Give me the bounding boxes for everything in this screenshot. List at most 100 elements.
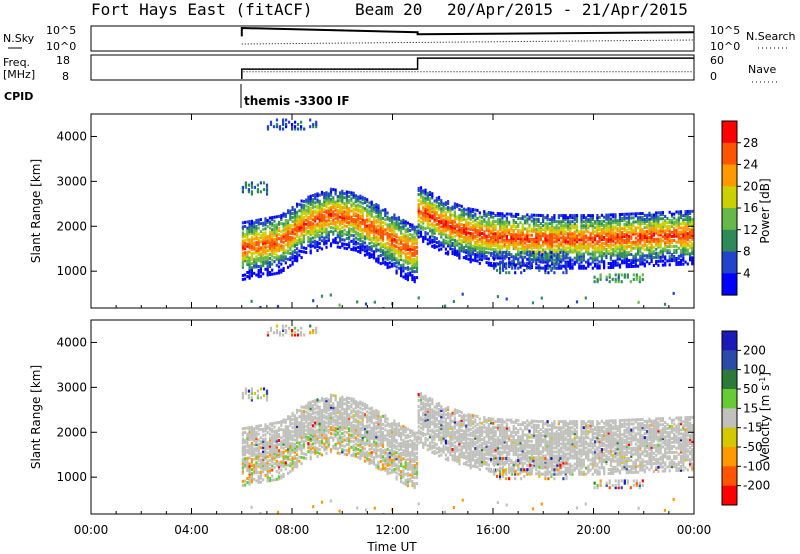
power-cell <box>474 222 477 226</box>
power-cell <box>553 250 556 254</box>
power-cell <box>426 218 429 222</box>
power-cell <box>682 252 685 256</box>
power-cell <box>411 243 414 247</box>
power-cell <box>456 249 459 253</box>
power-cell <box>562 214 565 218</box>
power-cell <box>517 217 520 220</box>
power-cell <box>253 247 256 251</box>
power-cell <box>248 242 251 246</box>
power-cell <box>334 212 337 216</box>
power-cell <box>388 255 391 259</box>
power-cell <box>503 240 506 244</box>
power-cell <box>246 271 249 274</box>
power-cell <box>241 243 244 247</box>
velocity-cell <box>300 439 303 443</box>
power-cell <box>600 230 603 233</box>
power-cell <box>487 223 490 227</box>
power-cell <box>555 220 558 224</box>
power-cell <box>499 252 502 256</box>
power-cell <box>657 251 660 255</box>
power-cell <box>508 220 511 224</box>
power-cell <box>562 230 565 234</box>
power-cell <box>377 208 380 212</box>
power-cell <box>657 229 660 233</box>
power-cell <box>352 211 355 215</box>
power-cell <box>494 250 497 254</box>
power-cell <box>273 272 276 276</box>
power-cell <box>289 248 292 251</box>
velocity-cell <box>307 417 310 421</box>
power-cell <box>323 240 326 244</box>
power-cell <box>594 246 597 250</box>
power-cell <box>675 232 678 236</box>
power-cell <box>311 240 314 244</box>
power-cell <box>652 239 655 243</box>
power-cell <box>505 246 508 250</box>
power-cell <box>433 207 436 211</box>
power-cell <box>404 260 407 264</box>
power-cell <box>404 238 407 242</box>
power-cell <box>284 225 287 228</box>
power-cell <box>508 222 511 226</box>
velocity-cell <box>246 426 249 430</box>
power-cell <box>363 225 367 229</box>
power-cell <box>471 238 475 242</box>
power-cell <box>546 238 549 242</box>
power-cell <box>639 242 642 246</box>
power-cell <box>539 222 542 226</box>
power-cell <box>501 240 504 244</box>
velocity-cell <box>307 407 310 411</box>
velocity-cell <box>316 428 319 432</box>
power-cell <box>325 223 328 227</box>
power-cell <box>440 207 443 211</box>
power-cell <box>397 216 400 220</box>
power-cell <box>551 232 554 236</box>
velocity-cell <box>311 434 314 438</box>
power-cell <box>449 233 452 237</box>
power-cell <box>309 217 312 221</box>
power-cell <box>318 246 321 250</box>
power-cell <box>262 227 265 231</box>
power-cell <box>332 214 335 218</box>
power-cell <box>632 258 635 262</box>
power-cell <box>542 228 545 232</box>
velocity-cell <box>241 453 244 457</box>
power-cell <box>535 234 538 237</box>
power-cell <box>621 237 624 241</box>
power-cell <box>453 242 456 246</box>
power-cell <box>512 261 515 265</box>
power-cell <box>284 233 287 236</box>
velocity-cell <box>241 445 244 449</box>
power-cell <box>668 224 671 228</box>
power-cell <box>250 244 253 247</box>
power-cell <box>625 255 628 259</box>
power-cell <box>635 275 638 279</box>
power-cell <box>546 234 549 238</box>
power-cell <box>354 204 357 208</box>
power-cell <box>596 228 599 232</box>
power-cell <box>499 228 502 232</box>
velocity-cell <box>264 467 267 471</box>
power-cell <box>675 230 678 234</box>
power-cell <box>691 221 694 225</box>
power-cell <box>307 197 310 201</box>
power-cell <box>329 205 333 209</box>
power-cell <box>679 252 683 256</box>
power-cell <box>632 277 635 281</box>
power-cell <box>641 252 644 256</box>
power-cell <box>323 210 326 214</box>
power-cell <box>530 252 533 255</box>
power-cell <box>264 219 267 223</box>
power-cell <box>605 227 608 231</box>
power-cell <box>523 262 526 266</box>
power-cell <box>585 216 588 220</box>
power-cell <box>271 238 274 242</box>
power-cell <box>673 220 676 224</box>
power-cell <box>352 248 355 252</box>
power-cell <box>366 224 369 228</box>
power-cell <box>447 206 450 209</box>
power-cell <box>550 268 553 272</box>
power-cell <box>523 219 527 223</box>
velocity-cell <box>280 440 283 444</box>
power-cell <box>259 266 262 270</box>
